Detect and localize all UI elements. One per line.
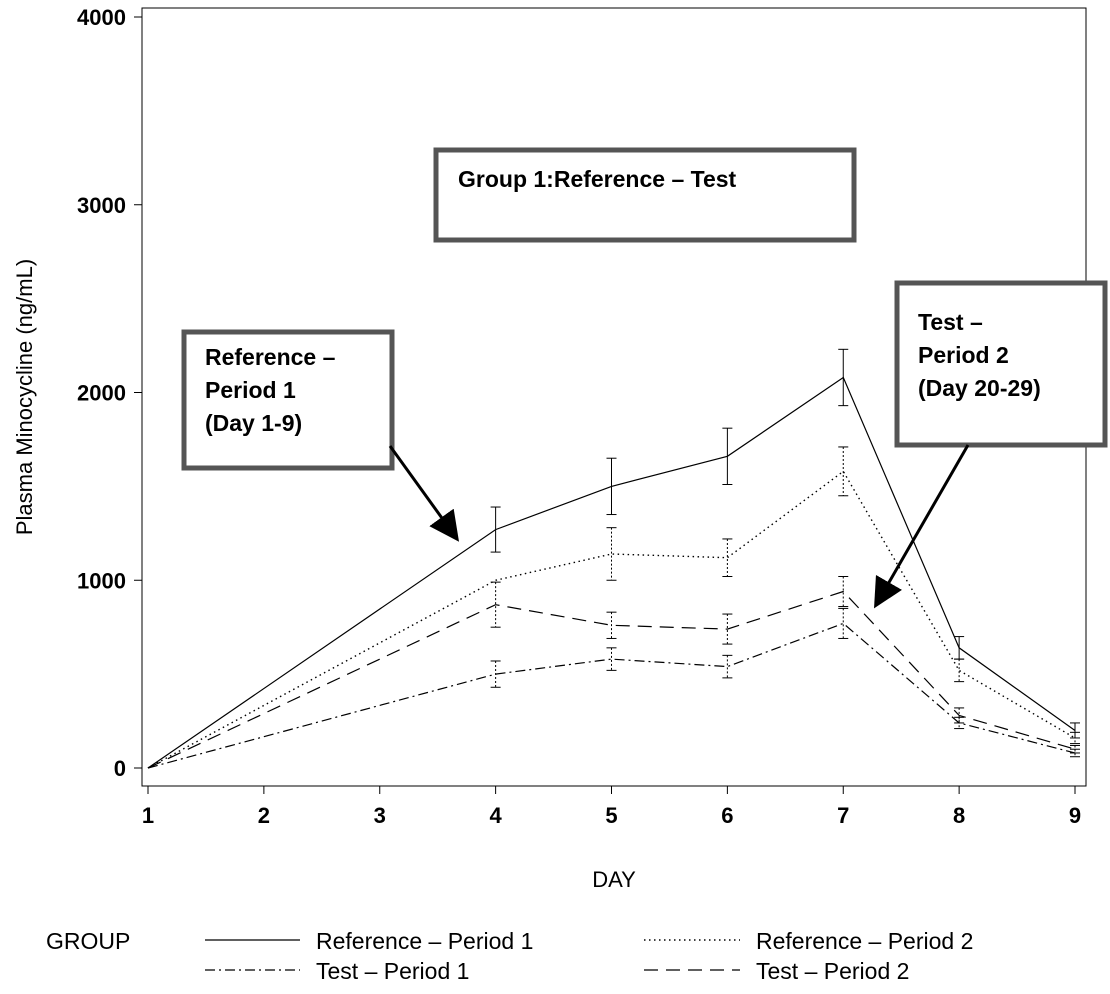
series-line <box>147 470 1076 769</box>
legend-label-test-period1: Test – Period 1 <box>316 958 469 984</box>
test-period2-arrow <box>874 444 970 609</box>
reference-period1-line1: Reference – <box>205 344 336 370</box>
series-layer <box>147 348 1080 769</box>
x-tick-label: 9 <box>1069 803 1081 828</box>
legend-label-test-period2: Test – Period 2 <box>756 958 909 984</box>
series-1 <box>147 446 1080 769</box>
y-tick-label: 2000 <box>77 381 126 406</box>
x-tick-label: 4 <box>490 803 503 828</box>
test-period2-line2: Period 2 <box>918 342 1009 368</box>
reference-period1-line2: Period 1 <box>205 377 296 403</box>
y-tick-label: 3000 <box>77 193 126 218</box>
legend-title: GROUP <box>46 928 130 954</box>
reference-period1-line3: (Day 1-9) <box>205 410 302 436</box>
x-tick-label: 7 <box>837 803 849 828</box>
y-tick-label: 4000 <box>77 5 126 30</box>
group-title-text: Group 1:Reference – Test <box>458 166 737 192</box>
series-0 <box>147 348 1080 769</box>
x-tick-label: 2 <box>258 803 270 828</box>
series-line <box>147 590 1076 769</box>
reference-period1-arrow <box>388 445 460 542</box>
series-3 <box>147 575 1080 769</box>
x-tick-label: 6 <box>721 803 733 828</box>
reference-period1-callout: Reference – Period 1 (Day 1-9) <box>181 329 460 542</box>
x-tick-label: 8 <box>953 803 965 828</box>
x-axis-title: DAY <box>592 867 636 892</box>
test-period2-line1: Test – <box>918 309 983 335</box>
group-title-box: Group 1:Reference – Test <box>433 147 857 243</box>
legend-label-reference-period1: Reference – Period 1 <box>316 928 533 954</box>
x-tick-label: 3 <box>374 803 386 828</box>
x-axis-ticks: 1 2 3 4 5 6 7 8 9 <box>142 786 1081 828</box>
x-tick-label: 1 <box>142 803 154 828</box>
test-period2-line3: (Day 20-29) <box>918 375 1041 401</box>
series-2 <box>147 607 1080 769</box>
x-tick-label: 5 <box>605 803 617 828</box>
legend-label-reference-period2: Reference – Period 2 <box>756 928 973 954</box>
legend: GROUP Reference – Period 1 Reference – P… <box>46 928 973 984</box>
y-axis-ticks: 0 1000 2000 3000 4000 <box>77 5 142 781</box>
series-line <box>147 622 1076 769</box>
test-period2-callout: Test – Period 2 (Day 20-29) <box>874 280 1108 609</box>
y-tick-label: 0 <box>114 756 126 781</box>
y-axis-title: Plasma Minocycline (ng/mL) <box>12 259 37 535</box>
y-tick-label: 1000 <box>77 568 126 593</box>
